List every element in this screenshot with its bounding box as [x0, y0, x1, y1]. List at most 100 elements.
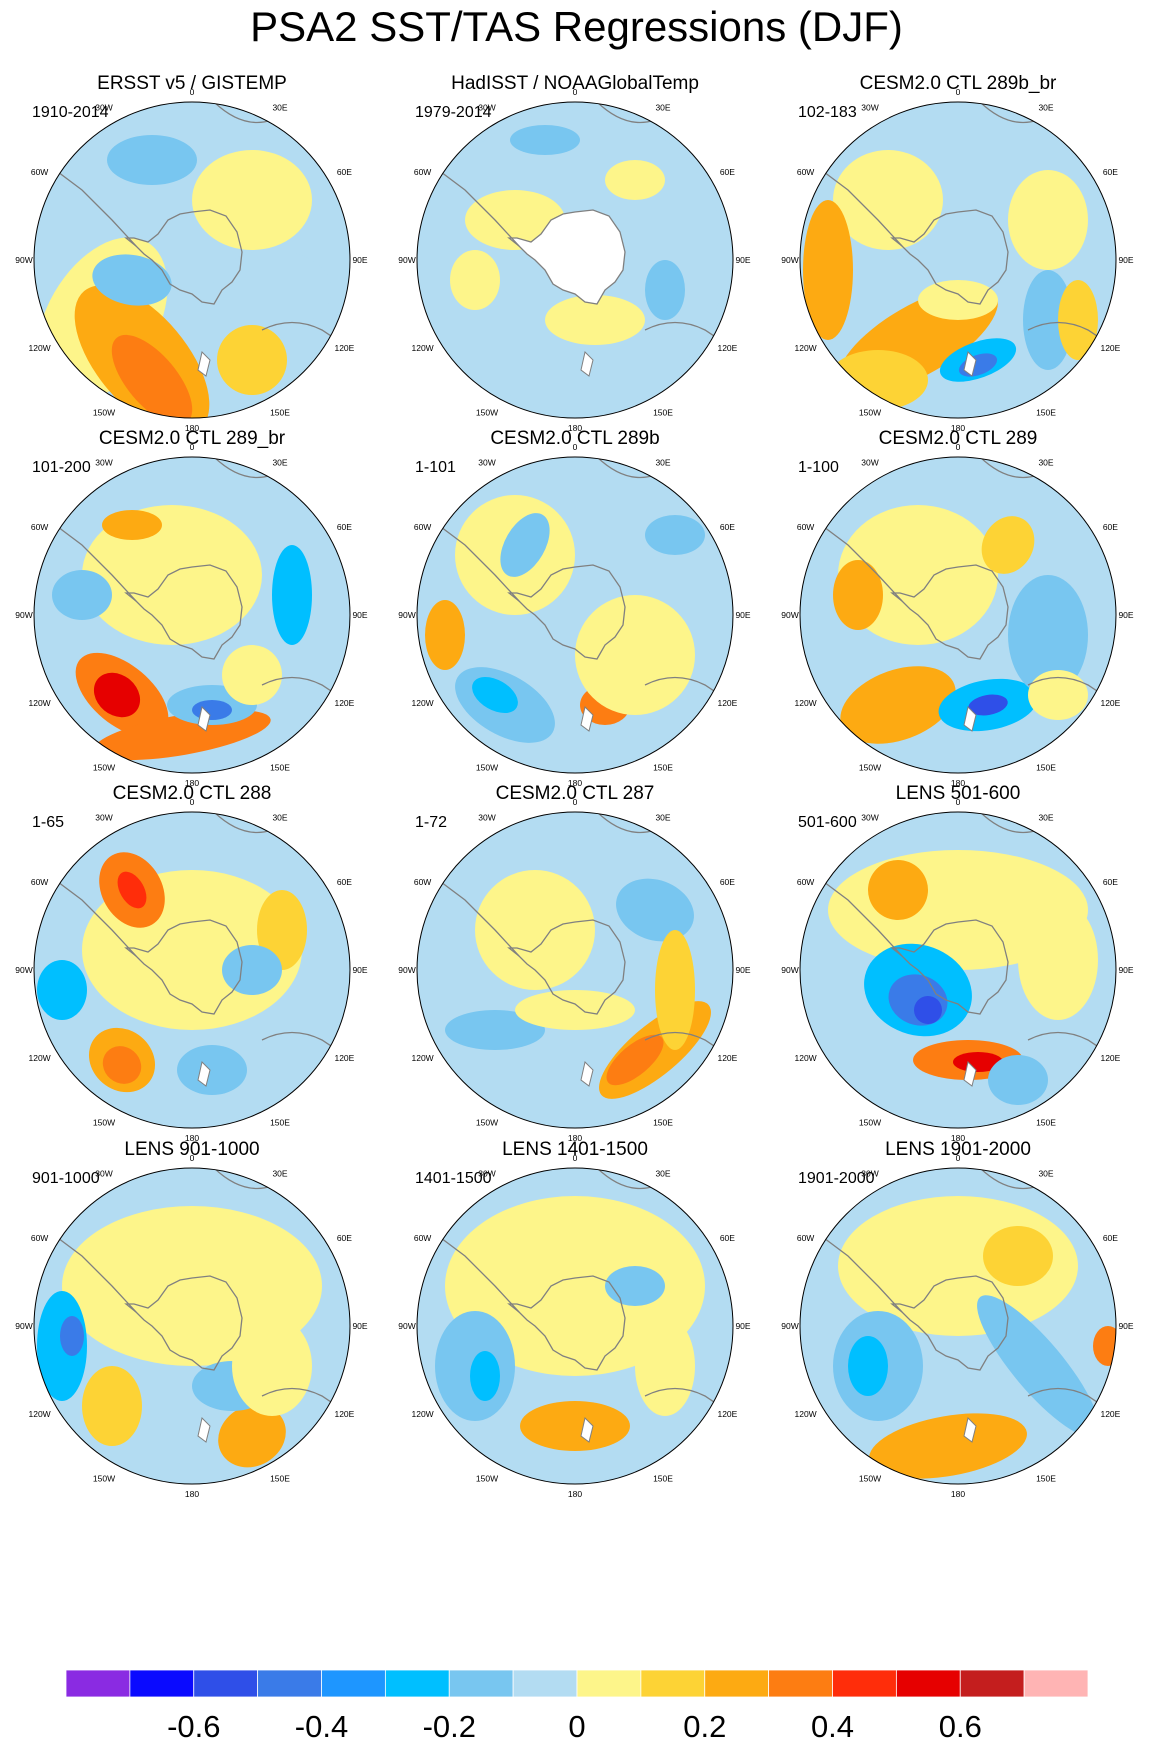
anomaly-contour	[445, 1196, 705, 1376]
panel-title: CESM2.0 CTL 289_br	[98, 428, 286, 449]
antarctica-coastline	[124, 209, 243, 305]
anomaly-contour	[605, 160, 665, 200]
longitude-label: 60W	[414, 167, 431, 177]
longitude-label: 60E	[720, 522, 735, 532]
south-america-coastline	[807, 514, 903, 602]
antarctica-coastline	[507, 564, 626, 660]
colorbar-swatch	[1023, 1669, 1089, 1698]
australia-coastline	[261, 321, 350, 351]
longitude-label: 30W	[478, 103, 495, 113]
anomaly-contour	[869, 1413, 1027, 1479]
longitude-label: 120W	[28, 698, 50, 708]
map-boundary	[416, 456, 734, 774]
antarctica-coastline	[124, 564, 243, 660]
panel-title: CESM2.0 CTL 289b_br	[859, 73, 1057, 94]
longitude-label: 120W	[28, 1053, 50, 1063]
map-boundary	[799, 101, 1117, 419]
longitude-label: 60E	[337, 1233, 352, 1243]
anomaly-contour	[645, 515, 705, 555]
new-zealand-coastline	[963, 1417, 977, 1443]
longitude-label: 150W	[859, 1473, 881, 1483]
antarctica-coastline	[890, 564, 1009, 660]
longitude-label: 0	[573, 87, 578, 97]
colorbar-swatch	[512, 1669, 578, 1698]
new-zealand-coastline	[963, 706, 977, 732]
colorbar-swatch	[832, 1669, 897, 1698]
anomaly-contour	[828, 350, 928, 410]
anomaly-contour	[177, 1045, 247, 1095]
australia-coastline	[1027, 1031, 1116, 1061]
map-panel: 0 30E 60E 90E 120E 150E 180 150W 120W 90W 60W 30W CE…	[383, 782, 767, 1176]
colorbar-swatch	[895, 1669, 961, 1698]
longitude-label: 30E	[1038, 103, 1053, 113]
anomaly-contour	[510, 125, 580, 155]
south-america-coastline	[41, 1225, 137, 1313]
south-america-coastline	[424, 1225, 520, 1313]
longitude-label: 30E	[1038, 458, 1053, 468]
polar-map: 0 30E 60E 90E 120E 150E 180 150W 120W 90W 60W 30W	[781, 797, 1134, 1143]
longitude-label: 60E	[720, 167, 735, 177]
longitude-label: 120W	[28, 343, 50, 353]
longitude-label: 150E	[653, 1117, 673, 1127]
anomaly-contour	[450, 250, 500, 310]
colorbar-swatch	[640, 1669, 706, 1698]
antarctica-coastline	[124, 919, 243, 1015]
new-zealand-coastline	[580, 1417, 594, 1443]
longitude-label: 30E	[1038, 813, 1053, 823]
antarctica-coastline	[890, 209, 1009, 305]
anomaly-contour	[635, 1316, 695, 1416]
panel-period: 101-200	[32, 459, 91, 476]
australia-coastline	[644, 321, 733, 351]
anomaly-contour	[192, 700, 232, 720]
australia-coastline	[1027, 321, 1116, 351]
map-panel: 0 30E 60E 90E 120E 150E 180 150W 120W 90W 60W 30W CE…	[383, 427, 767, 821]
panel-period: 102-183	[798, 104, 857, 121]
new-zealand-coastline	[963, 1061, 977, 1087]
colorbar-tick-label: 0.4	[811, 1709, 854, 1742]
colorbar-tick-label: 0.2	[683, 1709, 726, 1742]
longitude-label: 90W	[398, 1321, 415, 1331]
panel-period: 1901-2000	[798, 1170, 875, 1187]
polar-map: 0 30E 60E 90E 120E 150E 180 150W 120W 90W 60W 30W	[15, 442, 368, 788]
longitude-label: 150E	[1036, 1473, 1056, 1483]
anomaly-contour	[520, 1401, 630, 1451]
longitude-label: 120E	[1100, 698, 1120, 708]
longitude-label: 150W	[93, 407, 115, 417]
panel-period: 1979-2014	[415, 104, 492, 121]
colorbar-tick-label: -0.4	[295, 1709, 348, 1742]
colorbar-swatch	[384, 1669, 450, 1698]
map-boundary	[416, 811, 734, 1129]
longitude-label: 150E	[1036, 1117, 1056, 1127]
map-panel: 0 30E 60E 90E 120E 150E 180 150W 120W 90W 60W 30W CE…	[766, 427, 1150, 821]
anomaly-contour	[472, 676, 518, 714]
longitude-label: 60W	[414, 1233, 431, 1243]
longitude-label: 120E	[717, 1053, 737, 1063]
longitude-label: 90E	[1118, 610, 1133, 620]
south-america-coastline	[41, 869, 137, 957]
anomaly-contour	[1008, 170, 1088, 270]
longitude-label: 120W	[794, 1053, 816, 1063]
anomaly-contour	[655, 930, 695, 1050]
longitude-label: 0	[956, 442, 961, 452]
longitude-label: 60E	[720, 877, 735, 887]
longitude-label: 120E	[717, 1409, 737, 1419]
anomaly-contour	[848, 1336, 888, 1396]
australia-coastline	[1027, 1387, 1116, 1417]
south-america-coastline	[807, 869, 903, 957]
longitude-label: 90W	[15, 610, 32, 620]
colorbar-tick-label: -0.2	[423, 1709, 476, 1742]
anomaly-contour	[833, 150, 943, 250]
anomaly-contour	[475, 870, 595, 990]
longitude-label: 60E	[1103, 1233, 1118, 1243]
panel-title: CESM2.0 CTL 288	[112, 783, 272, 804]
longitude-label: 60E	[337, 522, 352, 532]
longitude-label: 30E	[1038, 1169, 1053, 1179]
longitude-label: 90W	[781, 255, 798, 265]
longitude-label: 180	[951, 778, 965, 788]
longitude-label: 150W	[859, 407, 881, 417]
polar-map: 0 30E 60E 90E 120E 150E 180 150W 120W 90W 60W 30W	[398, 87, 751, 433]
polar-map: 0 30E 60E 90E 120E 150E 180 150W 120W 90W 60W 30W	[15, 87, 368, 433]
polar-map: 0 30E 60E 90E 120E 150E 180 150W 120W 90W 60W 30W	[781, 87, 1134, 433]
anomaly-contour	[575, 595, 695, 715]
longitude-label: 150E	[653, 762, 673, 772]
